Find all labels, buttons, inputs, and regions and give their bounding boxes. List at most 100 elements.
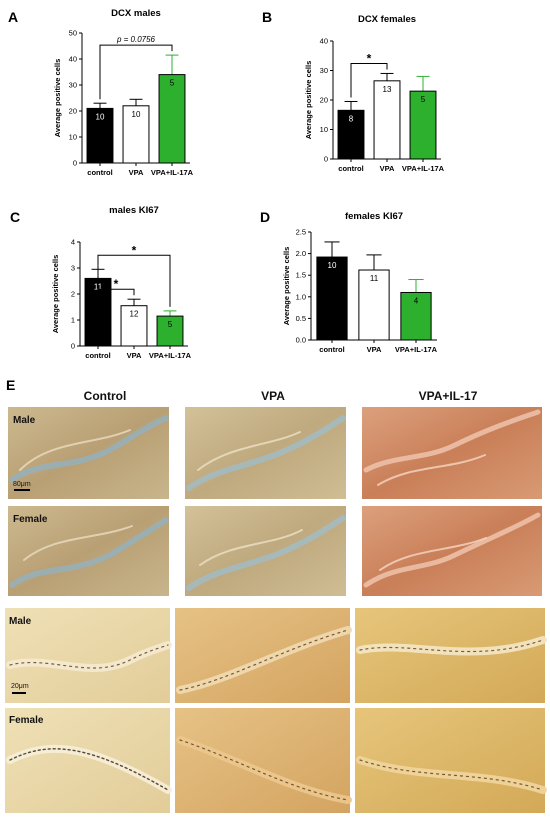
y-tick-label: 10 — [69, 133, 77, 142]
y-tick-label: 0 — [71, 342, 75, 351]
significance-bracket — [350, 62, 388, 98]
y-axis-label: Average positive cells — [51, 255, 60, 334]
y-tick-label: 1.5 — [296, 271, 306, 280]
y-tick-label: 30 — [69, 81, 77, 90]
y-tick-label: 1 — [71, 316, 75, 325]
bar — [400, 291, 432, 341]
zoom-female-vpa-il17 — [355, 708, 545, 813]
y-axis-label: Average positive cells — [53, 59, 62, 138]
significance-bracket — [97, 265, 135, 296]
category-label: control — [85, 351, 110, 360]
chart-title: males KI67 — [109, 205, 159, 216]
chart-title: DCX males — [111, 8, 161, 19]
category-label: VPA — [127, 351, 142, 360]
category-label: VPA+IL-17A — [149, 351, 192, 360]
row-label-male-high: Male — [9, 616, 32, 627]
category-label: VPA+IL-17A — [395, 345, 438, 354]
column-header-vpa: VPA — [261, 389, 285, 403]
n-label: 10 — [96, 112, 105, 121]
micrograph-male-control — [8, 407, 169, 499]
panel-letter: C — [10, 209, 20, 225]
category-label: control — [338, 164, 363, 173]
panel-letter: A — [8, 9, 18, 25]
y-axis-label: Average positive cells — [304, 61, 313, 140]
scale-bar-80-label: 80μm — [13, 481, 31, 488]
significance-bracket — [97, 254, 171, 307]
y-tick-label: 1.0 — [296, 292, 306, 301]
category-label: control — [319, 345, 344, 354]
significance-bracket — [99, 44, 173, 100]
bar — [156, 315, 184, 347]
chart-title: DCX females — [358, 14, 416, 25]
y-tick-label: 0 — [324, 155, 328, 164]
row-label-male-low: Male — [13, 415, 36, 426]
y-tick-label: 4 — [71, 238, 75, 247]
panel-letter: D — [260, 209, 270, 225]
category-label: control — [87, 168, 112, 177]
y-tick-label: 0.5 — [296, 314, 306, 323]
granule-layer-bands — [6, 626, 547, 804]
column-header-vpa-il17: VPA+IL-17 — [419, 389, 478, 403]
y-tick-label: 2 — [71, 290, 75, 299]
n-label: 12 — [130, 310, 139, 319]
chart-dcx-females: B DCX females 0 10 20 30 40 Average positive ce… — [262, 9, 445, 173]
y-tick-label: 20 — [320, 96, 328, 105]
n-label: 5 — [170, 79, 175, 88]
y-tick-label: 20 — [69, 107, 77, 116]
bar — [373, 80, 401, 160]
row-label-female-high: Female — [9, 715, 44, 726]
y-tick-label: 3 — [71, 264, 75, 273]
significance-label: * — [114, 277, 119, 291]
bar — [158, 74, 186, 164]
y-tick-label: 2.5 — [296, 228, 306, 237]
significance-label: p = 0.0756 — [116, 35, 156, 44]
zoom-male-vpa-il17 — [355, 608, 545, 703]
zoom-female-control — [5, 708, 170, 813]
n-label: 5 — [168, 320, 173, 329]
n-label: 11 — [370, 274, 379, 283]
significance-label: * — [132, 243, 137, 257]
bar — [86, 107, 114, 164]
y-axis-label: Average positive cells — [282, 247, 291, 326]
column-header-control: Control — [84, 389, 127, 403]
panel-e-micrographs: E Control VPA VPA+IL-17 Male Female — [5, 377, 547, 813]
micrograph-male-vpa — [185, 407, 346, 499]
n-label: 5 — [421, 95, 426, 104]
chart-dcx-males: A DCX males 0 10 20 30 40 50 Average positive ce… — [8, 8, 194, 177]
scale-bar-20-label: 20μm — [11, 683, 29, 690]
micrograph-female-control — [8, 506, 169, 596]
category-label: VPA+IL-17A — [402, 164, 445, 173]
n-label: 10 — [132, 110, 141, 119]
scale-bar-80 — [14, 489, 30, 491]
y-tick-label: 0 — [73, 159, 77, 168]
y-tick-label: 40 — [69, 55, 77, 64]
category-label: VPA+IL-17A — [151, 168, 194, 177]
scale-bar-20 — [12, 692, 26, 694]
row-label-female-low: Female — [13, 514, 48, 525]
category-label: VPA — [367, 345, 382, 354]
bar — [120, 305, 148, 347]
panel-letter-e: E — [6, 377, 15, 393]
y-tick-label: 0.0 — [296, 336, 306, 345]
category-label: VPA — [380, 164, 395, 173]
hippocampus-outlines — [9, 409, 541, 591]
micrograph-female-vpa-il17 — [362, 506, 542, 596]
n-label: 4 — [414, 296, 419, 305]
micrograph-female-vpa — [185, 506, 346, 596]
significance-label: * — [367, 51, 372, 65]
y-tick-label: 10 — [320, 125, 328, 134]
n-label: 8 — [349, 114, 354, 123]
n-label: 10 — [328, 261, 337, 270]
y-tick-label: 2.0 — [296, 249, 306, 258]
y-tick-label: 40 — [320, 37, 328, 46]
y-tick-label: 50 — [69, 29, 77, 38]
panel-letter: B — [262, 9, 272, 25]
bar — [337, 109, 365, 160]
y-tick-label: 30 — [320, 66, 328, 75]
bar — [409, 90, 437, 160]
n-label: 13 — [383, 85, 392, 94]
chart-title: females KI67 — [345, 211, 403, 222]
category-label: VPA — [129, 168, 144, 177]
